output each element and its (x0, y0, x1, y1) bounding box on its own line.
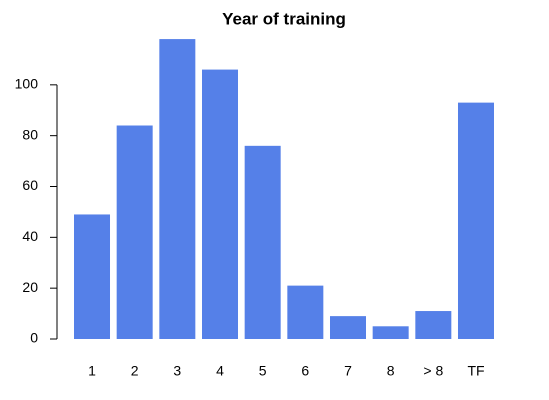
x-tick-label: > 8 (423, 363, 443, 379)
bar (287, 285, 324, 339)
bar (372, 326, 409, 339)
chart-title: Year of training (222, 9, 346, 28)
bar (244, 145, 281, 339)
x-tick-label: 5 (259, 363, 267, 379)
x-tick-label: 1 (88, 363, 96, 379)
y-tick-label: 100 (15, 76, 39, 92)
bar (329, 316, 366, 339)
y-tick-label: 0 (30, 330, 38, 346)
x-tick-label: 8 (387, 363, 395, 379)
x-tick-label: 7 (344, 363, 352, 379)
y-tick-label: 80 (22, 126, 38, 142)
x-tick-label: 4 (216, 363, 224, 379)
bar (415, 311, 452, 339)
bar (457, 102, 494, 339)
x-tick-label: 2 (131, 363, 139, 379)
x-tick-label: 3 (173, 363, 181, 379)
x-tick-label: TF (467, 363, 484, 379)
bar (202, 69, 239, 339)
y-tick-label: 60 (22, 177, 38, 193)
x-tick-label: 6 (301, 363, 309, 379)
y-tick-label: 20 (22, 279, 38, 295)
bar (159, 39, 196, 339)
y-tick-label: 40 (22, 228, 38, 244)
bar (116, 125, 153, 339)
bar (74, 214, 111, 339)
